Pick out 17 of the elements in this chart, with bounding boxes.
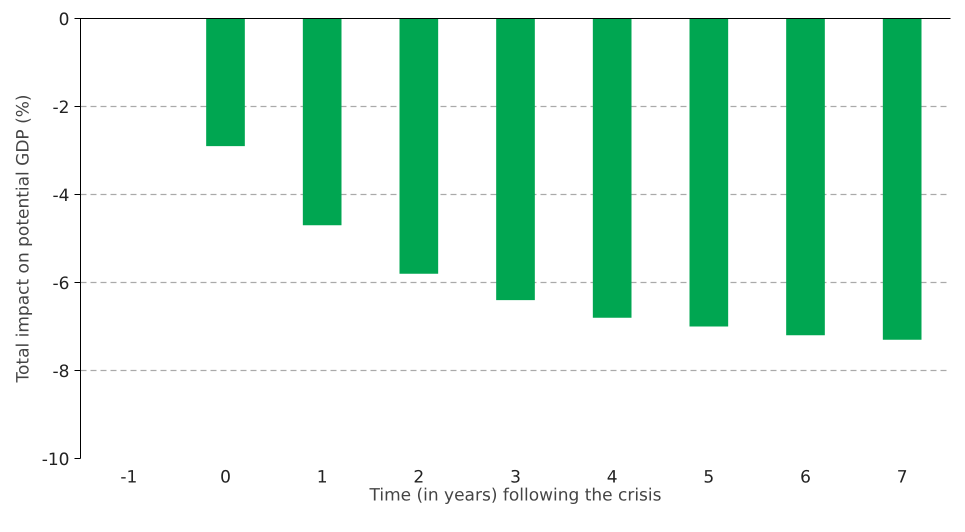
y-tick-label: 0 bbox=[58, 10, 70, 30]
x-tick-label: 6 bbox=[800, 468, 811, 488]
y-tick-label: -6 bbox=[52, 274, 70, 294]
x-tick-label: 3 bbox=[510, 468, 521, 488]
x-tick-label: 2 bbox=[413, 468, 424, 488]
x-tick-label: -1 bbox=[120, 468, 138, 488]
y-tick-label: -8 bbox=[52, 362, 70, 382]
x-tick-label: 7 bbox=[896, 468, 908, 488]
x-tick-label: 5 bbox=[703, 468, 714, 488]
y-tick-label: -2 bbox=[52, 98, 70, 118]
y-axis-title: Total impact on potential GDP (%) bbox=[14, 94, 34, 384]
x-axis-title: Time (in years) following the crisis bbox=[368, 486, 662, 506]
y-tick-label: -10 bbox=[42, 450, 70, 470]
x-tick-label: 4 bbox=[606, 468, 618, 488]
y-tick-label: -4 bbox=[52, 186, 70, 206]
x-tick-label: 1 bbox=[316, 468, 328, 488]
x-tick-label: 0 bbox=[220, 468, 231, 488]
